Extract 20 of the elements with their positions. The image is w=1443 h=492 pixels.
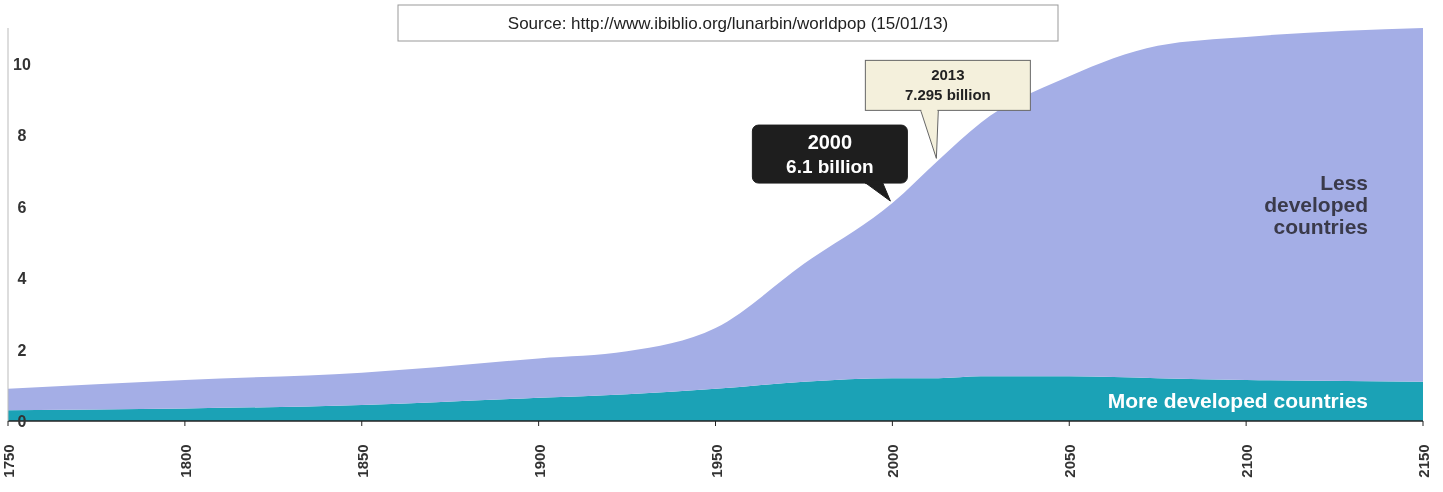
x-tick-label: 2000 xyxy=(884,444,902,478)
x-tick-label: 1800 xyxy=(176,444,194,478)
x-tick-label: 2150 xyxy=(1415,444,1432,478)
x-tick-label: 1900 xyxy=(530,444,548,478)
annotation: Source: http://www.ibiblio.org/lunarbin/worldpop (15/01/13) xyxy=(507,14,949,33)
series-label: More developed countries xyxy=(1107,389,1368,413)
x-tick-label: 1850 xyxy=(353,444,371,478)
series-label: Less developed countries xyxy=(1264,170,1368,238)
x-tick-label: 1750 xyxy=(0,444,17,478)
x-tick-label: 2100 xyxy=(1238,444,1256,478)
y-tick-label: 8 xyxy=(17,127,27,145)
annotation: 2013 7.295 billion xyxy=(904,66,991,104)
source-box: Source: http://www.ibiblio.org/lunarbin/worldpop (15/01/13) xyxy=(397,4,1059,42)
x-tick-label: 2050 xyxy=(1061,444,1079,478)
y-tick-label: 0 xyxy=(17,413,27,430)
y-tick-label: 2 xyxy=(17,341,27,359)
x-tick-label: 1950 xyxy=(707,444,725,478)
y-tick-label: 10 xyxy=(13,55,31,73)
y-tick-label: 4 xyxy=(17,270,27,288)
y-tick-label: 6 xyxy=(17,198,27,216)
